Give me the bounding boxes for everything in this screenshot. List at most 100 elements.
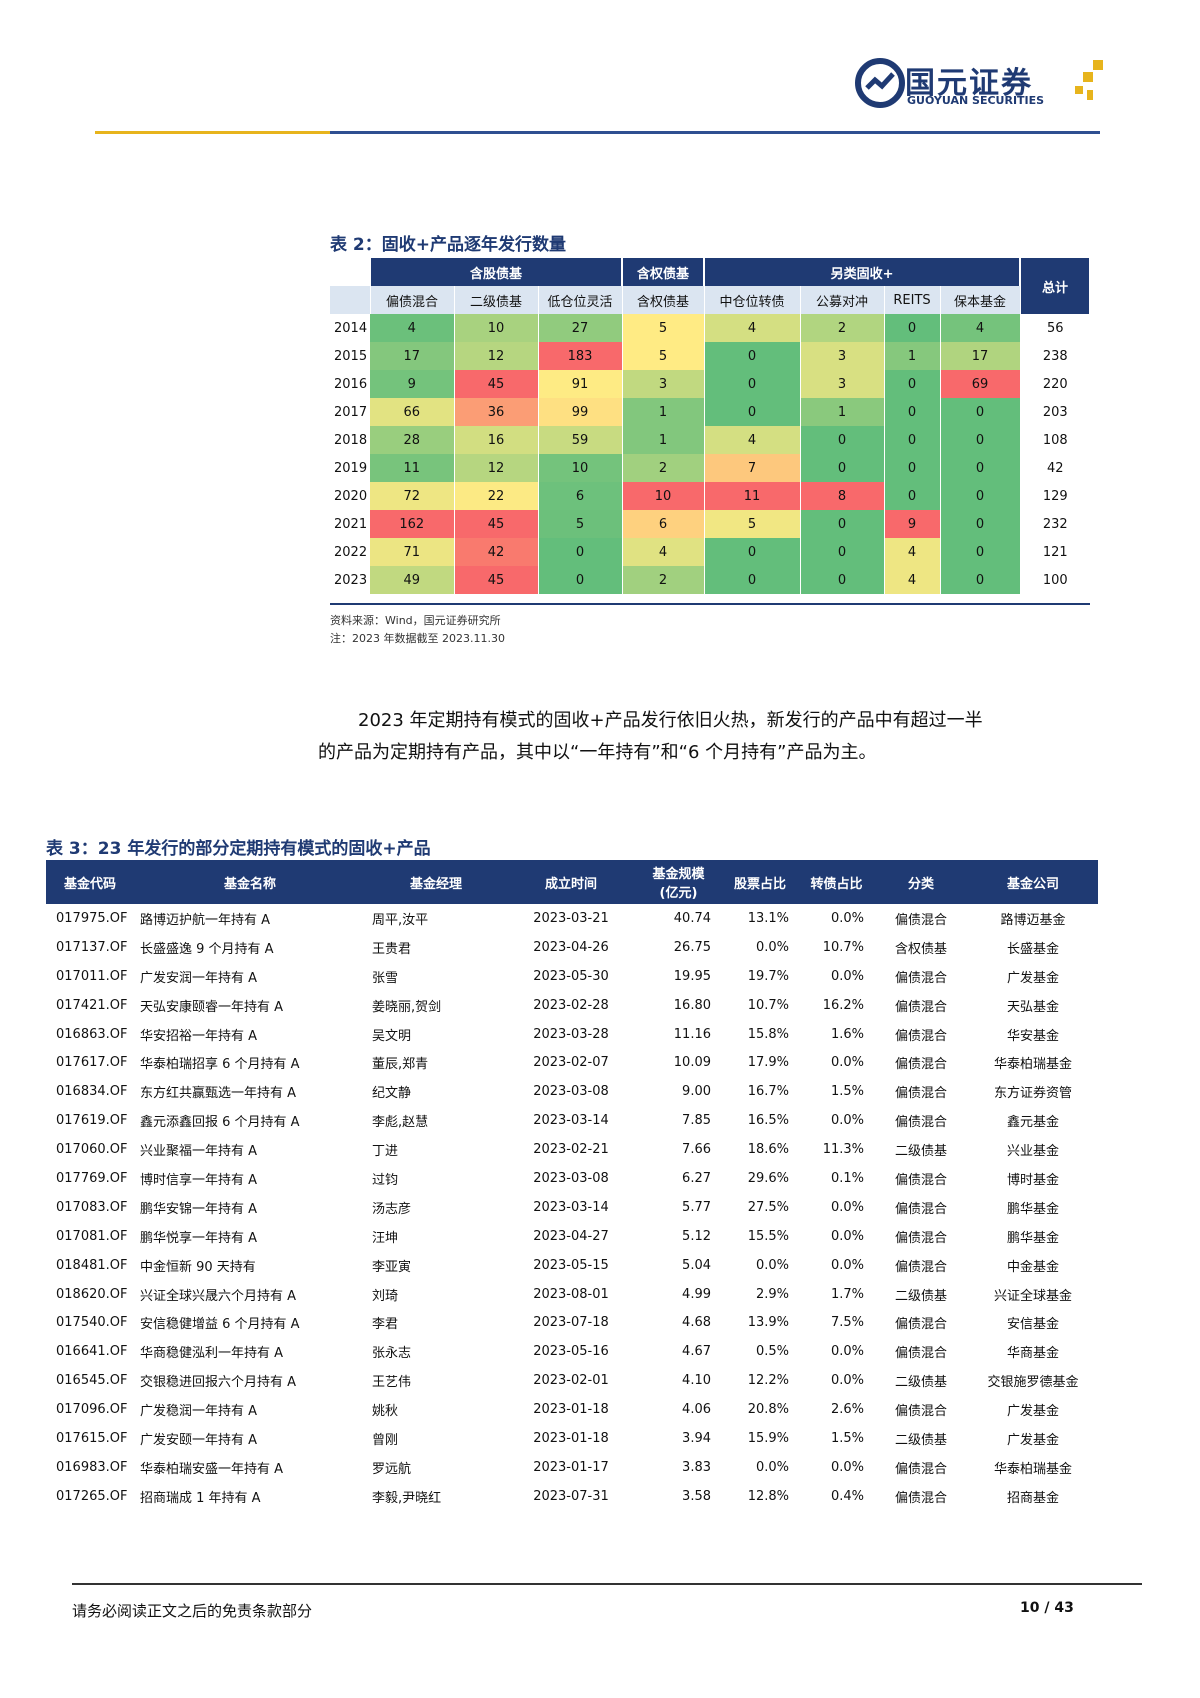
table-cell: 018481.OF xyxy=(56,1257,128,1273)
table-cell: 华泰柏瑞基金 xyxy=(993,1461,1072,1477)
heat-cell: 9 xyxy=(884,510,941,538)
heat-cell: 0 xyxy=(884,370,941,398)
table-cell: 2023-01-18 xyxy=(533,1402,609,1418)
table-cell: 华泰柏瑞招享 6 个月持有 A xyxy=(140,1057,300,1073)
table-cell: 偏债混合 xyxy=(894,1057,947,1073)
table-cell: 20.8% xyxy=(747,1402,789,1418)
table-cell: 王艺伟 xyxy=(372,1375,412,1391)
year-cell: 2018 xyxy=(334,432,368,448)
total-cell: 121 xyxy=(1042,544,1068,560)
heat-cell: 27 xyxy=(538,314,623,342)
heat-cell: 0 xyxy=(704,342,801,370)
table-cell: 偏债混合 xyxy=(894,1259,947,1275)
table-cell: 2023-08-01 xyxy=(533,1286,609,1302)
table-cell: 017096.OF xyxy=(56,1402,128,1418)
table-cell: 17.9% xyxy=(747,1055,789,1071)
table-cell: 偏债混合 xyxy=(894,1028,947,1044)
table-cell: 李君 xyxy=(372,1317,399,1333)
total-cell: 108 xyxy=(1042,432,1068,448)
heat-cell: 183 xyxy=(538,342,623,370)
year-cell: 2021 xyxy=(334,516,368,532)
table-cell: 2023-03-21 xyxy=(533,910,609,926)
table-cell: 过钧 xyxy=(372,1172,399,1188)
table-cell: 周平,汝平 xyxy=(372,912,429,928)
table-row: 016983.OF 华泰柏瑞安盛一年持有 A 罗远航 2023-01-17 3.83 0.… xyxy=(46,1453,1098,1482)
table-cell: 017081.OF xyxy=(56,1228,128,1244)
total-cell: 56 xyxy=(1047,320,1064,336)
table-row: 017975.OF 路博迈护航一年持有 A 周平,汝平 2023-03-21 40.74… xyxy=(46,904,1098,933)
table-cell: 2023-02-01 xyxy=(533,1373,609,1389)
heat-cell: 0 xyxy=(940,566,1021,594)
table-cell: 偏债混合 xyxy=(894,912,947,928)
table-cell: 3.58 xyxy=(682,1488,711,1504)
table-cell: 29.6% xyxy=(747,1170,789,1186)
table-cell: 9.00 xyxy=(682,1084,711,1100)
table-cell: 0.0% xyxy=(755,939,789,955)
year-cell: 2017 xyxy=(334,404,368,420)
heat-cell: 1 xyxy=(622,398,705,426)
corner-cell xyxy=(330,258,371,286)
paragraph-line-1: 2023 年定期持有模式的固收+产品发行依旧火热，新发行的产品中有超过一半 xyxy=(358,710,983,731)
table-row: 016834.OF 东方红共赢甄选一年持有 A 纪文静 2023-03-08 9.00 1… xyxy=(46,1077,1098,1106)
column-header: REITS xyxy=(884,286,941,314)
heat-cell: 1 xyxy=(884,342,941,370)
table-cell: 偏债混合 xyxy=(894,1490,947,1506)
table-cell: 5.04 xyxy=(682,1257,711,1273)
total-header: 总计 xyxy=(1020,258,1092,314)
table-cell: 李彪,赵慧 xyxy=(372,1115,429,1131)
table-row: 2021 162 45 5 6 5 0 9 0 232 xyxy=(330,510,1090,538)
table-cell: 017011.OF xyxy=(56,968,128,984)
heat-cell: 42 xyxy=(454,538,539,566)
heat-cell: 0 xyxy=(884,482,941,510)
table-cell: 10.09 xyxy=(673,1055,711,1071)
heat-cell: 6 xyxy=(622,510,705,538)
table-cell: 0.0% xyxy=(830,1459,864,1475)
heat-cell: 12 xyxy=(454,454,539,482)
table-row: 017769.OF 博时信享一年持有 A 过钧 2023-03-08 6.27 29.6%… xyxy=(46,1164,1098,1193)
table-cell: 2023-03-14 xyxy=(533,1199,609,1215)
table-cell: 27.5% xyxy=(747,1199,789,1215)
group-header: 另类固收+ xyxy=(704,258,1022,286)
table-cell: 鹏华基金 xyxy=(1006,1230,1059,1246)
column-header: 二级债基 xyxy=(454,286,539,314)
table-cell: 偏债混合 xyxy=(894,1201,947,1217)
table-cell: 偏债混合 xyxy=(894,1086,947,1102)
table-cell: 华商稳健泓利一年持有 A xyxy=(140,1346,284,1362)
table-cell: 东方红共赢甄选一年持有 A xyxy=(140,1086,297,1102)
table-cell: 2.9% xyxy=(755,1286,789,1302)
table-row: 017617.OF 华泰柏瑞招享 6 个月持有 A 董辰,郑青 2023-02-07 1… xyxy=(46,1048,1098,1077)
table-cell: 二级债基 xyxy=(894,1375,947,1391)
heat-cell: 0 xyxy=(940,426,1021,454)
heat-cell: 3 xyxy=(622,370,705,398)
heat-cell: 4 xyxy=(884,538,941,566)
header-rule xyxy=(95,131,1100,134)
table-cell: 兴业聚福一年持有 A xyxy=(140,1144,258,1160)
heat-cell: 4 xyxy=(940,314,1021,342)
table-cell: 0.0% xyxy=(830,968,864,984)
table-cell: 4.10 xyxy=(682,1373,711,1389)
table-cell: 11.3% xyxy=(822,1142,864,1158)
table-cell: 16.80 xyxy=(673,997,711,1013)
table-row: 017011.OF 广发安润一年持有 A 张雪 2023-05-30 19.95 19.7… xyxy=(46,962,1098,991)
heat-cell: 2 xyxy=(622,454,705,482)
table-cell: 40.74 xyxy=(673,910,711,926)
heat-cell: 0 xyxy=(940,538,1021,566)
column-header: 含权债基 xyxy=(622,286,705,314)
column-header: 保本基金 xyxy=(940,286,1021,314)
year-cell: 2019 xyxy=(334,460,368,476)
brand-logo: 国元证券 GUOYUAN SECURITIES xyxy=(855,58,1105,110)
table-row: 017081.OF 鹏华悦享一年持有 A 汪坤 2023-04-27 5.12 15.5%… xyxy=(46,1222,1098,1251)
heat-cell: 4 xyxy=(704,426,801,454)
table-row: 017421.OF 天弘安康颐睿一年持有 A 姜晓丽,贺剑 2023-02-28 16.… xyxy=(46,991,1098,1020)
table-cell: 0.0% xyxy=(830,1257,864,1273)
heat-cell: 5 xyxy=(538,510,623,538)
table-cell: 张雪 xyxy=(372,970,399,986)
table-cell: 华商基金 xyxy=(1006,1346,1059,1362)
table-cell: 19.95 xyxy=(673,968,711,984)
table-cell: 二级债基 xyxy=(894,1432,947,1448)
table-cell: 天弘基金 xyxy=(1006,999,1059,1015)
table-cell: 11.16 xyxy=(673,1026,711,1042)
table-cell: 偏债混合 xyxy=(894,1404,947,1420)
table-row: 016641.OF 华商稳健泓利一年持有 A 张永志 2023-05-16 4.67 0.… xyxy=(46,1337,1098,1366)
paragraph-line-2: 的产品为定期持有产品，其中以“一年持有”和“6 个月持有”产品为主。 xyxy=(318,742,877,763)
